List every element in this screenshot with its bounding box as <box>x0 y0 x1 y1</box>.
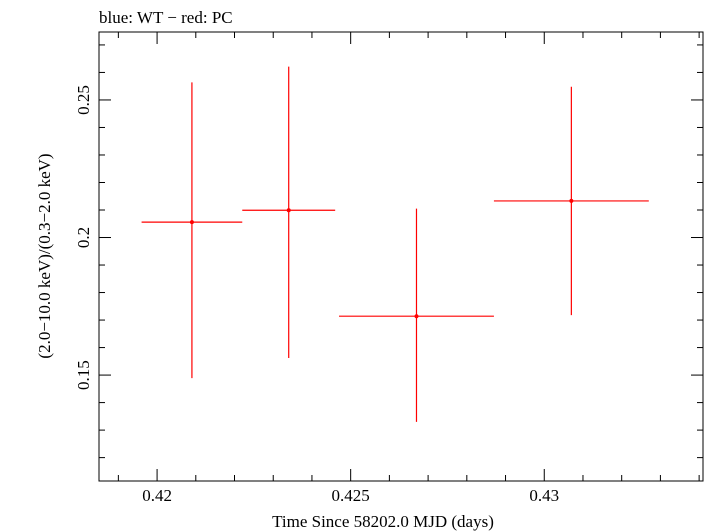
data-point <box>414 314 419 319</box>
y-axis-title: (2.0−10.0 keV)/(0.3−2.0 keV) <box>35 153 54 358</box>
y-tick-label: 0.2 <box>74 227 93 248</box>
x-tick-label: 0.43 <box>529 486 559 505</box>
x-tick-label: 0.425 <box>332 486 370 505</box>
x-tick-label: 0.42 <box>142 486 172 505</box>
data-point <box>286 208 291 213</box>
y-tick-label: 0.25 <box>74 85 93 115</box>
x-axis-title: Time Since 58202.0 MJD (days) <box>272 512 494 531</box>
plot-frame <box>98 31 704 482</box>
data-marks <box>141 66 649 422</box>
data-point <box>569 198 574 203</box>
y-tick-label: 0.15 <box>74 360 93 390</box>
data-point <box>189 220 194 225</box>
axis-ticks: 0.42 0.425 0.43 0.15 0.2 0.25 <box>74 32 703 505</box>
chart-title: blue: WT − red: PC <box>99 8 233 27</box>
